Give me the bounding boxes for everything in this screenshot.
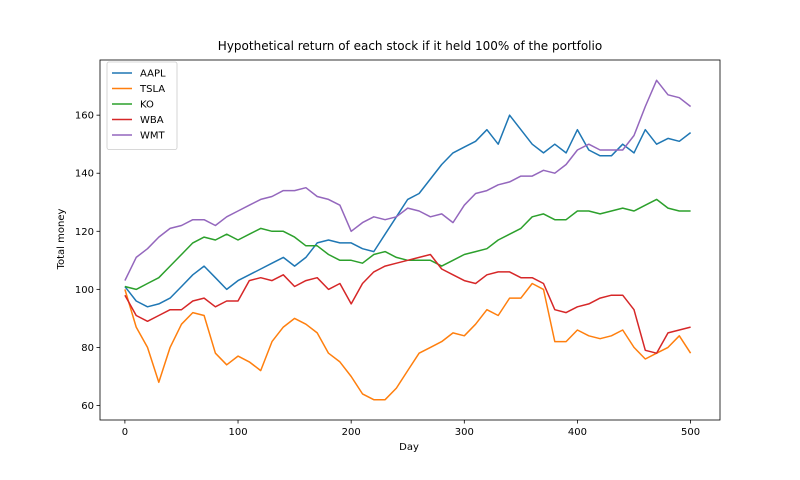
legend-label-aapl: AAPL — [140, 69, 166, 80]
series-line-tsla — [124, 282, 692, 401]
x-tick-label: 400 — [568, 427, 587, 438]
y-tick-label: 60 — [81, 401, 94, 412]
y-tick-label: 100 — [75, 285, 94, 296]
plot-area — [124, 79, 692, 401]
legend-label-ko: KO — [140, 100, 154, 111]
x-tick-label: 500 — [681, 427, 700, 438]
legend-label-wba: WBA — [140, 115, 164, 126]
x-axis-label: Day — [399, 442, 419, 453]
y-tick-label: 140 — [75, 169, 94, 180]
x-tick-label: 100 — [228, 427, 247, 438]
legend-box — [106, 61, 178, 150]
y-tick-label: 80 — [81, 343, 94, 354]
legend-label-tsla: TSLA — [139, 84, 165, 95]
x-tick-label: 300 — [455, 427, 474, 438]
series-line-aapl — [124, 114, 692, 308]
chart-title: Hypothetical return of each stock if it … — [218, 39, 602, 53]
plot-frame — [99, 59, 721, 421]
x-tick-label: 0 — [122, 427, 128, 438]
axes: 0 100 200 300 400 500 60 80 100 120 140 160 — [75, 59, 721, 438]
y-tick-label: 120 — [75, 227, 94, 238]
series-line-wmt — [124, 79, 692, 281]
series-line-wba — [124, 253, 691, 354]
y-tick-label: 160 — [75, 111, 94, 122]
x-tick-label: 200 — [342, 427, 361, 438]
legend: AAPL TSLA KO WBA WMT — [106, 61, 178, 150]
y-axis-label: Total money — [56, 209, 67, 271]
legend-label-wmt: WMT — [140, 131, 166, 142]
series-line-ko — [124, 198, 691, 291]
